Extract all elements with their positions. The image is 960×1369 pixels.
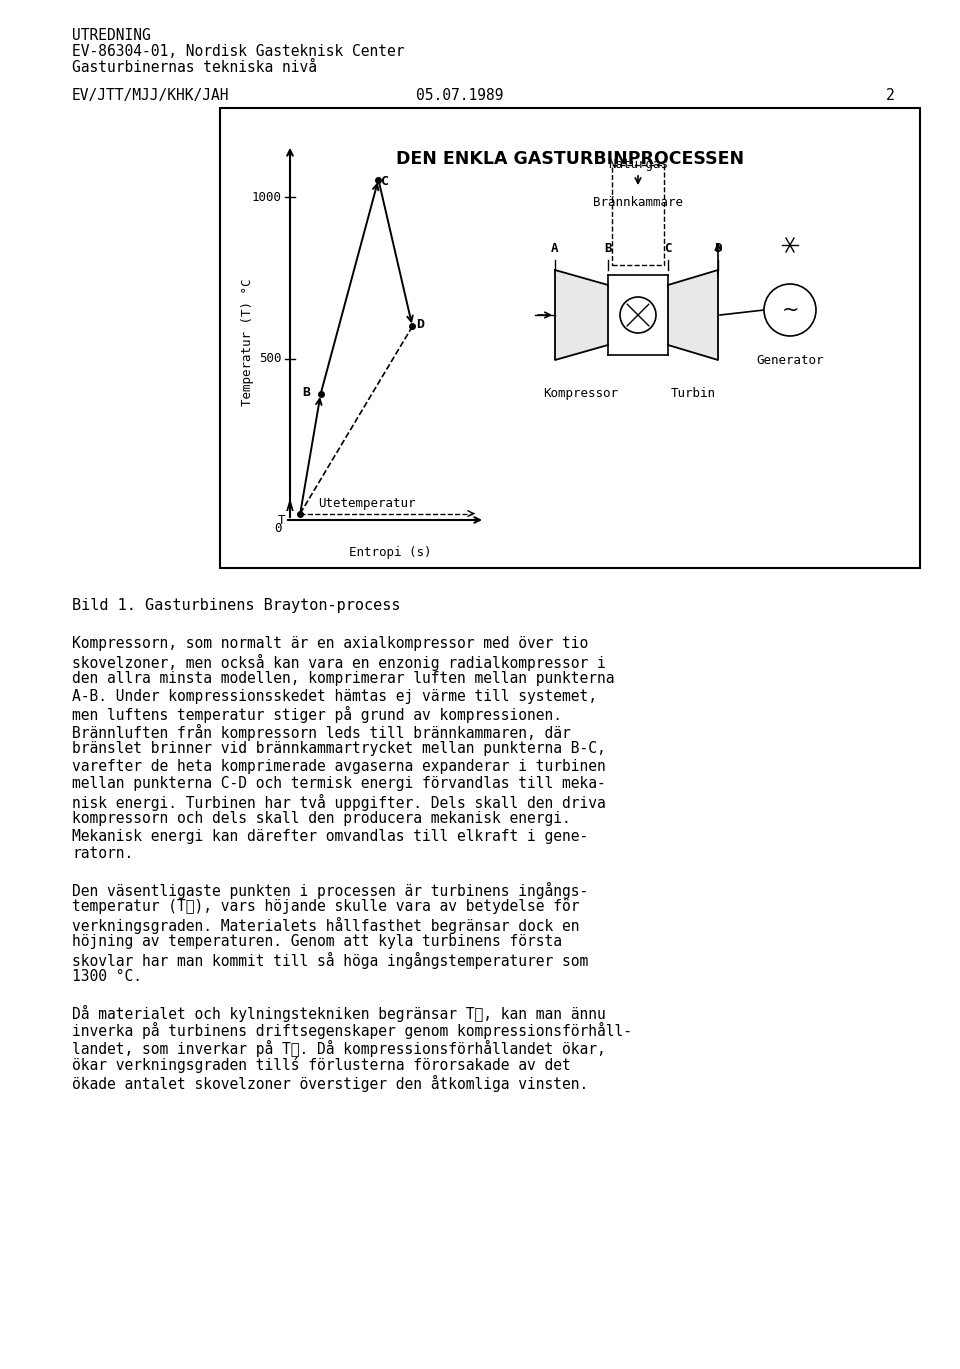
Text: B: B (302, 386, 311, 398)
Text: ökar verkningsgraden tillś förlusterna förorsakade av det: ökar verkningsgraden tillś förlusterna f… (72, 1057, 571, 1073)
Text: ökade antalet skovelzoner överstiger den åtkomliga vinsten.: ökade antalet skovelzoner överstiger den… (72, 1075, 588, 1091)
Text: EV/JTT/MJJ/KHK/JAH: EV/JTT/MJJ/KHK/JAH (72, 88, 229, 103)
Circle shape (764, 283, 816, 335)
Text: Bild 1. Gasturbinens Brayton-process: Bild 1. Gasturbinens Brayton-process (72, 598, 400, 613)
Text: Då materialet och kylningstekniken begränsar Tᴄ, kan man ännu: Då materialet och kylningstekniken begrä… (72, 1005, 606, 1021)
Text: D: D (417, 318, 424, 331)
Text: ratorn.: ratorn. (72, 846, 133, 861)
Text: UTREDNING: UTREDNING (72, 27, 151, 42)
Text: temperatur (Tᴄ), vars höjande skulle vara av betydelse för: temperatur (Tᴄ), vars höjande skulle var… (72, 899, 580, 914)
Text: ~: ~ (781, 300, 799, 320)
Text: B: B (604, 242, 612, 255)
Text: skovelzoner, men också kan vara en enzonig radialkompressor i: skovelzoner, men också kan vara en enzon… (72, 653, 606, 671)
Text: 2: 2 (886, 88, 895, 103)
Text: Gasturbinernas tekniska nivå: Gasturbinernas tekniska nivå (72, 60, 317, 75)
Text: C: C (664, 242, 672, 255)
Bar (612, 166, 664, 266)
Text: A: A (286, 501, 294, 513)
Text: 05.07.1989: 05.07.1989 (417, 88, 504, 103)
Text: Entropi (s): Entropi (s) (348, 546, 431, 559)
Polygon shape (555, 270, 608, 360)
Text: A: A (551, 242, 559, 255)
Text: Naturgas: Naturgas (608, 157, 668, 171)
Text: Utetemperatur: Utetemperatur (318, 497, 416, 509)
Text: den allra minsta modellen, komprimerar luften mellan punkterna: den allra minsta modellen, komprimerar l… (72, 671, 614, 686)
Text: 1000: 1000 (252, 190, 282, 204)
Text: Kompressor: Kompressor (543, 387, 618, 400)
Text: Kompressorn, som normalt är en axialkompressor med över tio: Kompressorn, som normalt är en axialkomp… (72, 637, 588, 652)
Text: landet, som inverkar på Tᴃ. Då kompressionsförhållandet ökar,: landet, som inverkar på Tᴃ. Då kompressi… (72, 1039, 606, 1057)
Text: 1300 °C.: 1300 °C. (72, 969, 142, 984)
Text: D: D (714, 242, 722, 255)
Text: 500: 500 (259, 352, 282, 366)
Text: men luftens temperatur stiger på grund av kompressionen.: men luftens temperatur stiger på grund a… (72, 706, 562, 723)
Text: skovlar har man kommit till så höga ingångstemperaturer som: skovlar har man kommit till så höga ingå… (72, 951, 588, 968)
Circle shape (620, 297, 656, 333)
Text: inverka på turbinens driftsegenskaper genom kompressionsförhåll-: inverka på turbinens driftsegenskaper ge… (72, 1023, 632, 1039)
Text: varefter de heta komprimerade avgaserna expanderar i turbinen: varefter de heta komprimerade avgaserna … (72, 758, 606, 773)
Text: Generator: Generator (756, 355, 824, 367)
Text: Mekanisk energi kan därefter omvandlas till elkraft i gene-: Mekanisk energi kan därefter omvandlas t… (72, 828, 588, 843)
Text: 0: 0 (275, 522, 282, 535)
Text: Brännluften från kompressorn leds till brännkammaren, där: Brännluften från kompressorn leds till b… (72, 723, 571, 741)
Bar (220, 108, 920, 568)
Text: C: C (381, 175, 390, 188)
Text: T: T (277, 513, 285, 527)
Text: kompressorn och dels skall den producera mekanisk energi.: kompressorn och dels skall den producera… (72, 810, 571, 826)
Text: EV-86304-01, Nordisk Gasteknisk Center: EV-86304-01, Nordisk Gasteknisk Center (72, 44, 404, 59)
Text: Den väsentligaste punkten i processen är turbinens ingångs-: Den väsentligaste punkten i processen är… (72, 882, 588, 898)
Text: nisk energi. Turbinen har två uppgifter. Dels skall den driva: nisk energi. Turbinen har två uppgifter.… (72, 794, 606, 810)
Text: DEN ENKLA GASTURBINPROCESSEN: DEN ENKLA GASTURBINPROCESSEN (396, 151, 744, 168)
Text: höjning av temperaturen. Genom att kyla turbinens första: höjning av temperaturen. Genom att kyla … (72, 934, 562, 949)
Text: mellan punkterna C-D och termisk energi förvandlas till meka-: mellan punkterna C-D och termisk energi … (72, 776, 606, 791)
Polygon shape (668, 270, 718, 360)
Text: verkningsgraden. Materialets hållfasthet begränsar dock en: verkningsgraden. Materialets hållfasthet… (72, 916, 580, 934)
Text: Temperatur (T) °C: Temperatur (T) °C (242, 278, 254, 405)
Text: bränslet brinner vid brännkammartrycket mellan punkterna B-C,: bränslet brinner vid brännkammartrycket … (72, 741, 606, 756)
Text: Turbin: Turbin (670, 387, 715, 400)
Text: A-B. Under kompressionsskedet hämtas ej värme till systemet,: A-B. Under kompressionsskedet hämtas ej … (72, 689, 597, 704)
Text: Brännkammare: Brännkammare (593, 196, 683, 209)
